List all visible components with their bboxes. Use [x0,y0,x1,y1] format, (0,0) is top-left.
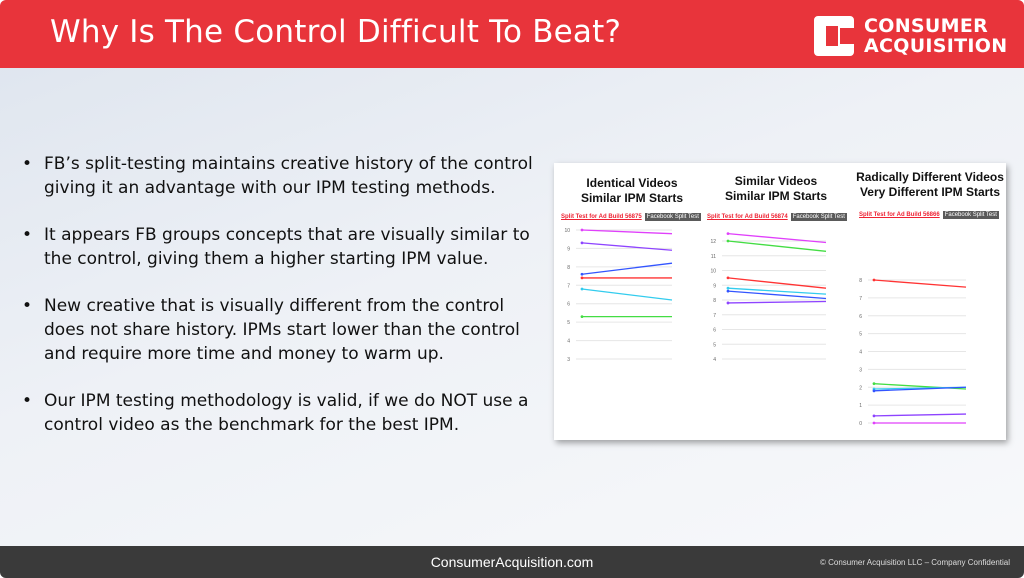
series-point [726,286,730,290]
y-tick-label: 12 [710,239,716,245]
logo-line-1: CONSUMER [864,15,989,37]
y-tick-label: 7 [859,296,862,302]
series-point [580,272,584,276]
y-tick-label: 6 [859,314,862,320]
series-point [872,278,876,282]
chart-3-title: Radically Different Videos Very Different… [856,170,1004,199]
logo-mark-icon [814,16,854,56]
y-tick-label: 4 [859,350,862,356]
chart-1-title: Identical Videos Similar IPM Starts [580,176,684,205]
split-test-chip: Facebook Split Test [644,213,701,221]
series-point [872,414,876,418]
y-tick-label: 4 [713,357,716,363]
split-test-charts-panel: Identical Videos Similar IPM Starts Simil… [554,163,1006,440]
series-point [872,389,876,393]
series-line [581,229,673,235]
chart-2-caption: Split Test for Ad Build 56874 Facebook Sp… [707,213,847,222]
split-test-link[interactable]: Split Test for Ad Build 56866 [859,212,940,218]
split-test-chip: Facebook Split Test [942,211,999,219]
bullet-item: • New creative that is visually different… [22,294,547,366]
logo-wordmark: CONSUMER ACQUISITION [864,16,1007,56]
bullet-dot-icon: • [22,154,33,174]
series-point [726,289,730,293]
series-line [581,242,673,251]
y-tick-label: 3 [859,367,862,373]
title-bar: Why Is The Control Difficult To Beat? CO… [0,0,1024,68]
y-tick-label: 5 [567,320,570,326]
series-point [580,287,584,291]
series-point [726,239,730,243]
chart-2-title: Similar Videos Similar IPM Starts [724,174,828,203]
series-line [727,277,827,289]
y-tick-label: 6 [713,328,716,334]
series-point [726,301,730,305]
y-tick-label: 8 [859,278,862,284]
y-tick-label: 10 [710,269,716,275]
y-tick-label: 7 [713,313,716,319]
y-tick-label: 11 [711,254,716,260]
slide-title: Why Is The Control Difficult To Beat? [50,14,622,50]
series-point [726,276,730,280]
bullet-text: Our IPM testing methodology is valid, if… [44,391,529,435]
y-tick-label: 4 [567,339,570,345]
chart-1-caption: Split Test for Ad Build 56875 Facebook Sp… [561,213,701,222]
series-line [727,287,827,295]
bullet-dot-icon: • [22,225,33,245]
y-tick-label: 8 [713,298,716,304]
y-tick-label: 5 [859,332,862,338]
y-tick-label: 6 [567,302,570,308]
bullet-list: • FB’s split-testing maintains creative h… [22,152,547,460]
y-tick-label: 0 [859,421,862,427]
series-point [580,276,584,280]
bullet-text: It appears FB groups concepts that are v… [44,225,530,269]
split-test-chip: Facebook Split Test [790,213,847,221]
series-line [727,290,827,300]
split-test-link[interactable]: Split Test for Ad Build 56875 [561,214,642,220]
series-point [580,228,584,232]
y-tick-label: 8 [567,265,570,271]
series-line [873,413,967,417]
footer-bar: ConsumerAcquisition.com © Consumer Acqui… [0,546,1024,578]
series-point [726,232,730,236]
y-tick-label: 1 [859,403,862,409]
y-tick-label: 9 [713,283,716,289]
series-point [580,315,584,319]
series-point [872,421,876,425]
series-line [581,288,673,301]
y-tick-label: 5 [713,342,716,348]
series-line [727,300,827,304]
series-line [873,386,967,392]
company-logo: CONSUMER ACQUISITION [812,12,1017,60]
bullet-item: • FB’s split-testing maintains creative h… [22,152,547,200]
y-tick-label: 2 [859,385,862,391]
y-tick-label: 10 [564,228,570,234]
series-line [581,262,673,275]
footer-copyright: © Consumer Acquisition LLC – Company Con… [820,558,1010,567]
bullet-text: FB’s split-testing maintains creative hi… [44,154,533,198]
footer-website: ConsumerAcquisition.com [430,554,594,570]
series-line [873,279,967,288]
bullet-item: • Our IPM testing methodology is valid, i… [22,389,547,437]
bullet-item: • It appears FB groups concepts that are … [22,223,547,271]
series-point [580,241,584,245]
bullet-dot-icon: • [22,296,33,316]
y-tick-label: 7 [567,283,570,289]
bullet-dot-icon: • [22,391,33,411]
y-tick-label: 9 [567,246,570,252]
split-test-link[interactable]: Split Test for Ad Build 56874 [707,214,788,220]
series-line [727,232,827,244]
series-line [727,240,827,252]
chart-3-caption: Split Test for Ad Build 56866 Facebook Sp… [859,211,999,220]
y-tick-label: 3 [567,357,570,363]
logo-line-2: ACQUISITION [864,35,1008,57]
series-point [872,382,876,386]
bullet-text: New creative that is visually different … [44,296,520,364]
